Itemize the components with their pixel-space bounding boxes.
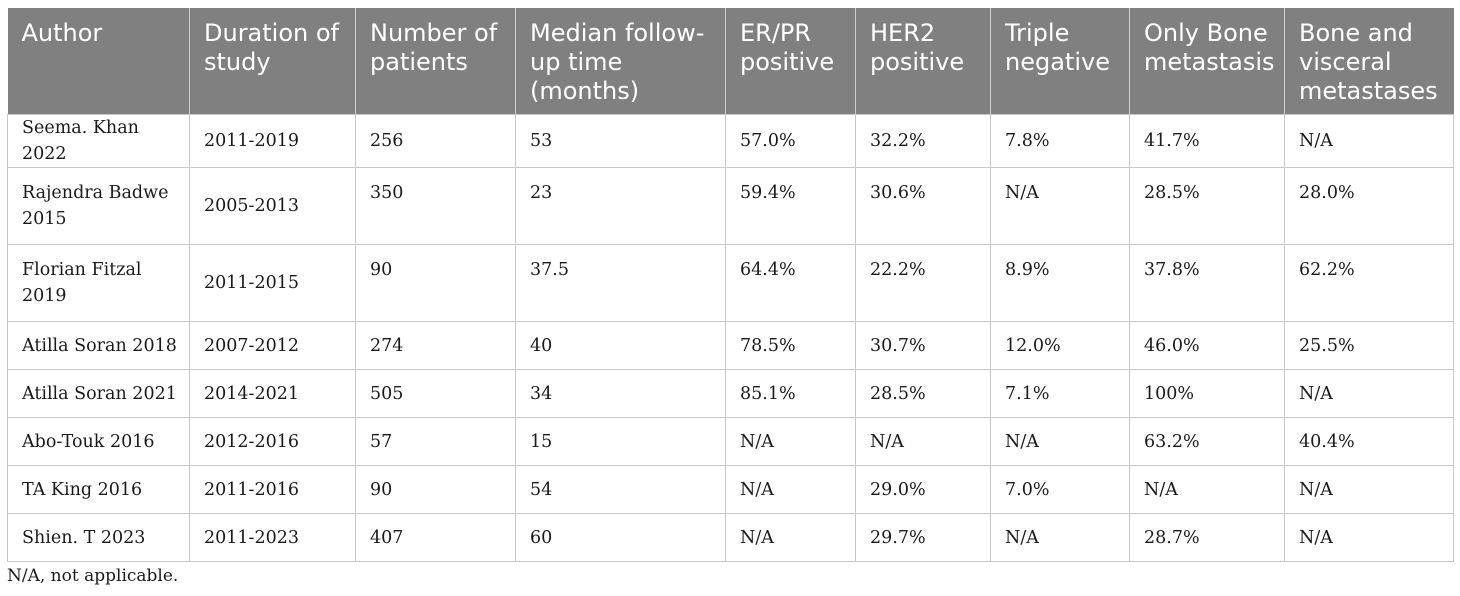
- cell-patients: 90: [355, 465, 516, 514]
- cell-duration: 2012-2016: [189, 417, 356, 466]
- cell-only-bone: N/A: [1129, 465, 1285, 514]
- studies-table-container: Author Duration of study Number of patie…: [7, 8, 1454, 562]
- cell-follow-up: 53: [515, 114, 726, 168]
- cell-triple-negative: 8.9%: [990, 244, 1130, 322]
- cell-only-bone: 28.5%: [1129, 167, 1285, 245]
- table-row: Shien. T 2023 2011-2023 407 60 N/A 29.7%…: [7, 513, 1454, 562]
- cell-patients: 274: [355, 321, 516, 370]
- header-triple-negative: Triple negative: [990, 8, 1130, 115]
- cell-triple-negative: 12.0%: [990, 321, 1130, 370]
- header-follow-up: Median follow-up time (months): [515, 8, 726, 115]
- cell-bone-visceral: 62.2%: [1284, 244, 1454, 322]
- cell-her2: 29.7%: [855, 513, 991, 562]
- cell-triple-negative: 7.1%: [990, 369, 1130, 418]
- table-row: TA King 2016 2011-2016 90 54 N/A 29.0% 7…: [7, 465, 1454, 514]
- cell-her2: 22.2%: [855, 244, 991, 322]
- cell-bone-visceral: 40.4%: [1284, 417, 1454, 466]
- cell-patients: 57: [355, 417, 516, 466]
- cell-follow-up: 60: [515, 513, 726, 562]
- cell-author: Shien. T 2023: [7, 513, 190, 562]
- header-her2: HER2 positive: [855, 8, 991, 115]
- table-row: Rajendra Badwe 2015 2005-2013 350 23 59.…: [7, 167, 1454, 245]
- cell-follow-up: 23: [515, 167, 726, 245]
- cell-er-pr: 78.5%: [725, 321, 856, 370]
- header-bone-visceral: Bone and visceral metastases: [1284, 8, 1454, 115]
- cell-follow-up: 54: [515, 465, 726, 514]
- cell-er-pr: 57.0%: [725, 114, 856, 168]
- table-row: Atilla Soran 2018 2007-2012 274 40 78.5%…: [7, 321, 1454, 370]
- cell-follow-up: 40: [515, 321, 726, 370]
- cell-triple-negative: N/A: [990, 513, 1130, 562]
- cell-bone-visceral: 28.0%: [1284, 167, 1454, 245]
- cell-only-bone: 46.0%: [1129, 321, 1285, 370]
- cell-bone-visceral: N/A: [1284, 513, 1454, 562]
- header-patients: Number of patients: [355, 8, 516, 115]
- cell-patients: 505: [355, 369, 516, 418]
- cell-patients: 407: [355, 513, 516, 562]
- cell-er-pr: 64.4%: [725, 244, 856, 322]
- cell-her2: 30.7%: [855, 321, 991, 370]
- cell-duration: 2005-2013: [189, 167, 356, 245]
- header-author: Author: [7, 8, 190, 115]
- cell-her2: 28.5%: [855, 369, 991, 418]
- cell-er-pr: 85.1%: [725, 369, 856, 418]
- cell-her2: 32.2%: [855, 114, 991, 168]
- cell-triple-negative: N/A: [990, 167, 1130, 245]
- cell-author: Seema. Khan 2022: [7, 114, 190, 168]
- header-only-bone: Only Bone metastasis: [1129, 8, 1285, 115]
- cell-duration: 2011-2023: [189, 513, 356, 562]
- cell-her2: N/A: [855, 417, 991, 466]
- table-row: Atilla Soran 2021 2014-2021 505 34 85.1%…: [7, 369, 1454, 418]
- cell-duration: 2011-2019: [189, 114, 356, 168]
- cell-follow-up: 37.5: [515, 244, 726, 322]
- cell-author: Rajendra Badwe 2015: [7, 167, 190, 245]
- cell-bone-visceral: 25.5%: [1284, 321, 1454, 370]
- cell-bone-visceral: N/A: [1284, 369, 1454, 418]
- cell-only-bone: 100%: [1129, 369, 1285, 418]
- header-duration: Duration of study: [189, 8, 356, 115]
- cell-duration: 2007-2012: [189, 321, 356, 370]
- cell-duration: 2014-2021: [189, 369, 356, 418]
- header-er-pr: ER/PR positive: [725, 8, 856, 115]
- cell-only-bone: 37.8%: [1129, 244, 1285, 322]
- cell-triple-negative: 7.8%: [990, 114, 1130, 168]
- cell-only-bone: 28.7%: [1129, 513, 1285, 562]
- cell-bone-visceral: N/A: [1284, 465, 1454, 514]
- cell-her2: 30.6%: [855, 167, 991, 245]
- cell-duration: 2011-2016: [189, 465, 356, 514]
- cell-author: Atilla Soran 2018: [7, 321, 190, 370]
- cell-duration: 2011-2015: [189, 244, 356, 322]
- cell-triple-negative: N/A: [990, 417, 1130, 466]
- table-footnote: N/A, not applicable.: [7, 566, 179, 586]
- cell-er-pr: N/A: [725, 417, 856, 466]
- cell-follow-up: 15: [515, 417, 726, 466]
- cell-author: TA King 2016: [7, 465, 190, 514]
- cell-er-pr: N/A: [725, 465, 856, 514]
- cell-author: Atilla Soran 2021: [7, 369, 190, 418]
- cell-bone-visceral: N/A: [1284, 114, 1454, 168]
- cell-only-bone: 63.2%: [1129, 417, 1285, 466]
- cell-author: Florian Fitzal 2019: [7, 244, 190, 322]
- table-row: Seema. Khan 2022 2011-2019 256 53 57.0% …: [7, 114, 1454, 168]
- table-row: Abo-Touk 2016 2012-2016 57 15 N/A N/A N/…: [7, 417, 1454, 466]
- cell-er-pr: 59.4%: [725, 167, 856, 245]
- header-row: Author Duration of study Number of patie…: [7, 8, 1454, 115]
- cell-er-pr: N/A: [725, 513, 856, 562]
- cell-patients: 350: [355, 167, 516, 245]
- cell-her2: 29.0%: [855, 465, 991, 514]
- cell-follow-up: 34: [515, 369, 726, 418]
- cell-patients: 256: [355, 114, 516, 168]
- cell-triple-negative: 7.0%: [990, 465, 1130, 514]
- cell-author: Abo-Touk 2016: [7, 417, 190, 466]
- studies-table: Author Duration of study Number of patie…: [7, 8, 1454, 562]
- cell-patients: 90: [355, 244, 516, 322]
- cell-only-bone: 41.7%: [1129, 114, 1285, 168]
- table-row: Florian Fitzal 2019 2011-2015 90 37.5 64…: [7, 244, 1454, 322]
